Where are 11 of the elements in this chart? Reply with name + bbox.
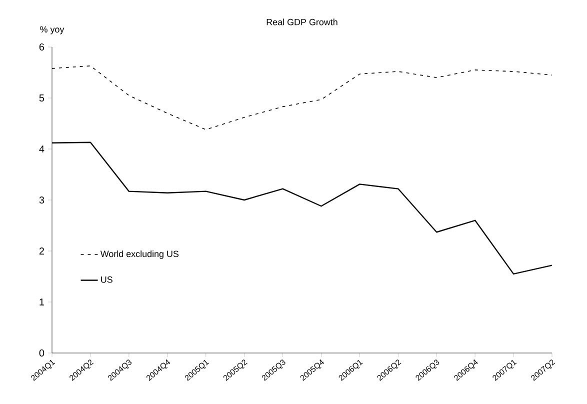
- y-tick-label: 1: [40, 298, 44, 306]
- y-tick-label: 2: [39, 248, 44, 254]
- y-tick-label: 4: [39, 146, 44, 152]
- legend-label: World excluding US: [100, 250, 179, 259]
- y-axis-title: % yoy: [40, 26, 64, 34]
- y-tick-label: 6: [39, 43, 44, 51]
- y-tick-label: 0: [39, 349, 44, 357]
- legend-label: US: [101, 276, 112, 283]
- chart-title: Real GDP Growth: [266, 18, 338, 26]
- y-tick-label: 3: [39, 196, 44, 204]
- y-tick-label: 5: [39, 94, 44, 102]
